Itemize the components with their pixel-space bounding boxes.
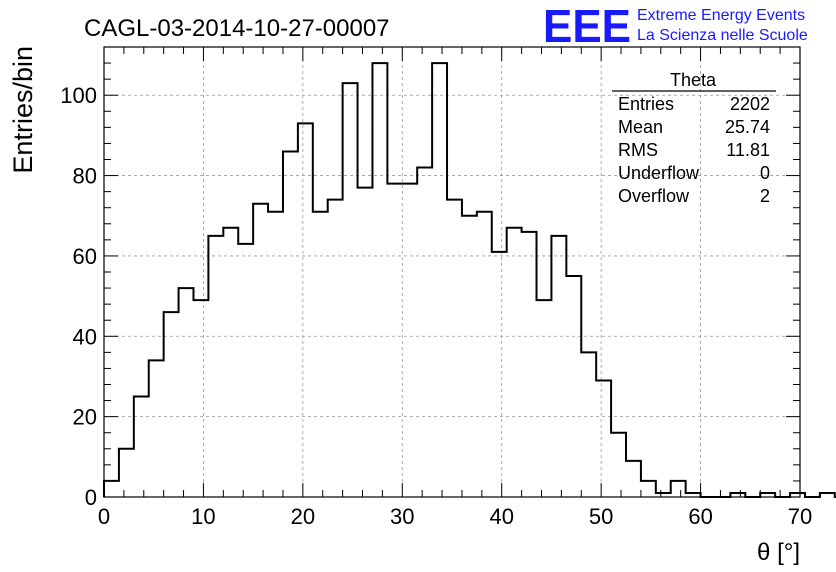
stats-value: 11.81 (726, 140, 770, 160)
axis-ticks (103, 46, 801, 498)
stats-label: Overflow (618, 186, 690, 206)
y-tick-label: 20 (73, 405, 97, 430)
logo-line-2: La Scienza nelle Scuole (637, 27, 808, 44)
x-tick-label: 60 (688, 504, 712, 529)
stats-label: Mean (618, 117, 663, 137)
x-tick-label: 50 (589, 504, 613, 529)
y-tick-label: 60 (73, 244, 97, 269)
y-tick-label: 40 (73, 324, 97, 349)
stats-value: 2202 (730, 94, 770, 114)
stats-label: Entries (618, 94, 674, 114)
stats-label: Underflow (618, 163, 700, 183)
stats-value: 0 (760, 163, 770, 183)
x-tick-label: 20 (291, 504, 315, 529)
chart-title: CAGL-03-2014-10-27-00007 (84, 15, 390, 42)
stats-value: 2 (760, 186, 770, 206)
x-tick-labels: 0 10 20 30 40 50 60 70 (98, 504, 812, 529)
x-tick-label: 30 (390, 504, 414, 529)
y-tick-label: 80 (73, 164, 97, 189)
y-tick-label: 0 (85, 485, 97, 510)
x-axis-label: θ [°] (757, 539, 800, 566)
eee-logo: EEE Extreme Energy Events La Scienza nel… (543, 0, 808, 52)
stats-label: RMS (618, 140, 658, 160)
stats-title: Theta (670, 70, 717, 90)
eee-logo-mark: EEE (543, 0, 631, 52)
x-tick-label: 70 (788, 504, 812, 529)
y-tick-label: 100 (60, 83, 97, 108)
x-tick-label: 10 (191, 504, 215, 529)
stats-value: 25.74 (725, 117, 770, 137)
x-tick-label: 0 (98, 504, 110, 529)
stats-box: Theta Entries 2202 Mean 25.74 RMS 11.81 Underf… (612, 70, 776, 206)
x-tick-label: 40 (489, 504, 513, 529)
y-axis-label: Entries/bin (8, 46, 38, 174)
grid-lines (104, 47, 800, 497)
stats-rows: Entries 2202 Mean 25.74 RMS 11.81 Underflow 0 Ov… (618, 94, 770, 206)
logo-line-1: Extreme Energy Events (637, 7, 805, 24)
y-tick-labels: 0 20 40 60 80 100 (60, 83, 97, 510)
